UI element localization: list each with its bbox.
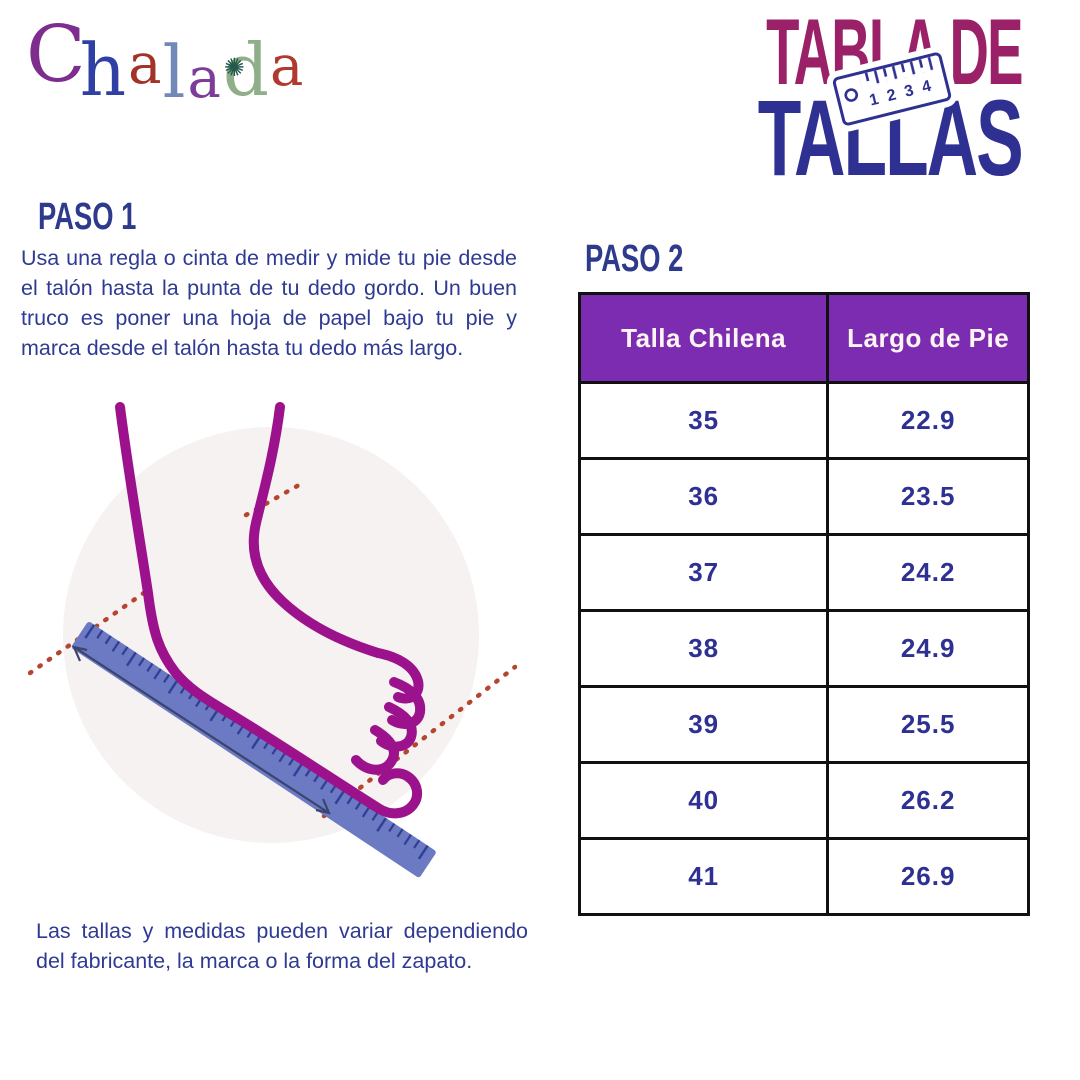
flower-icon: ✺: [223, 54, 245, 82]
brand-letter: a: [269, 34, 304, 99]
illustration-circle-bg: [63, 427, 479, 843]
talla-cell: 39: [688, 709, 720, 739]
brand-logo: Chalad ✺ a: [26, 10, 304, 108]
toe-curl: [387, 677, 426, 729]
foot-back-and-sole: [115, 402, 423, 819]
largo-cell: 24.2: [826, 536, 1027, 609]
table-row: 36 23.5: [581, 457, 1027, 533]
ruler-number: 1: [868, 91, 881, 110]
largo-cell: 26.9: [826, 840, 1027, 913]
talla-cell: 38: [688, 633, 720, 663]
size-table-header-largo: Largo de Pie: [826, 295, 1027, 381]
brand-letter: C: [26, 10, 86, 100]
measure-arrow: [72, 645, 331, 815]
largo-cell: 23.5: [826, 460, 1027, 533]
step1-instructions: Usa una regla o cinta de medir y mide tu…: [21, 246, 517, 360]
size-table-header-talla: Talla Chilena: [621, 322, 787, 353]
table-row: 40 26.2: [581, 761, 1027, 837]
step1-heading: PASO 1: [38, 196, 137, 238]
brand-letter: a: [128, 32, 162, 97]
toe-curl: [373, 648, 424, 704]
brand-letter: l: [162, 30, 186, 114]
largo-cell: 26.2: [826, 764, 1027, 837]
ruler-badge-ticks: [858, 56, 934, 89]
table-row: 35 22.9: [581, 381, 1027, 457]
largo-cell: 24.9: [826, 612, 1027, 685]
foot-front-and-instep: [248, 402, 383, 658]
foot-measuring-illustration: [28, 402, 518, 878]
ruler-number: 2: [885, 86, 898, 105]
table-row: 38 24.9: [581, 609, 1027, 685]
ruler-number: 3: [903, 82, 916, 101]
brand-letter: h: [79, 28, 127, 112]
talla-cell: 37: [688, 557, 720, 587]
largo-cell: 22.9: [826, 384, 1027, 457]
foot-outline: [115, 402, 426, 819]
ruler-zero-hole: [844, 88, 859, 102]
ruler-number: 4: [920, 78, 933, 97]
table-row: 39 25.5: [581, 685, 1027, 761]
size-table: Talla Chilena Largo de Pie 35 22.9 36 23…: [578, 292, 1030, 916]
talla-cell: 40: [688, 785, 720, 815]
toe-curl: [351, 725, 399, 775]
ruler-badge-icon: 1 2 3 4: [831, 51, 953, 127]
talla-cell: 35: [688, 405, 720, 435]
brand-letter: d: [222, 28, 269, 112]
size-table-header-row: Talla Chilena Largo de Pie: [581, 295, 1027, 381]
table-row: 37 24.2: [581, 533, 1027, 609]
ruler-badge-graphic: 1 2 3 4: [844, 56, 934, 110]
largo-cell: 25.5: [826, 688, 1027, 761]
brand-letter-d-wrap: d ✺: [221, 20, 269, 106]
page-title: TABLA DE TALLAS: [581, 5, 1024, 192]
brand-letter: a: [187, 46, 221, 111]
table-row: 41 26.9: [581, 837, 1027, 913]
step2-heading: PASO 2: [585, 238, 684, 280]
talla-cell: 41: [688, 861, 720, 891]
disclaimer-note: Las tallas y medidas pueden variar depen…: [36, 919, 528, 973]
ruler-graphic: [71, 622, 436, 878]
talla-cell: 36: [688, 481, 720, 511]
ruler-tick-marks: [81, 623, 434, 865]
